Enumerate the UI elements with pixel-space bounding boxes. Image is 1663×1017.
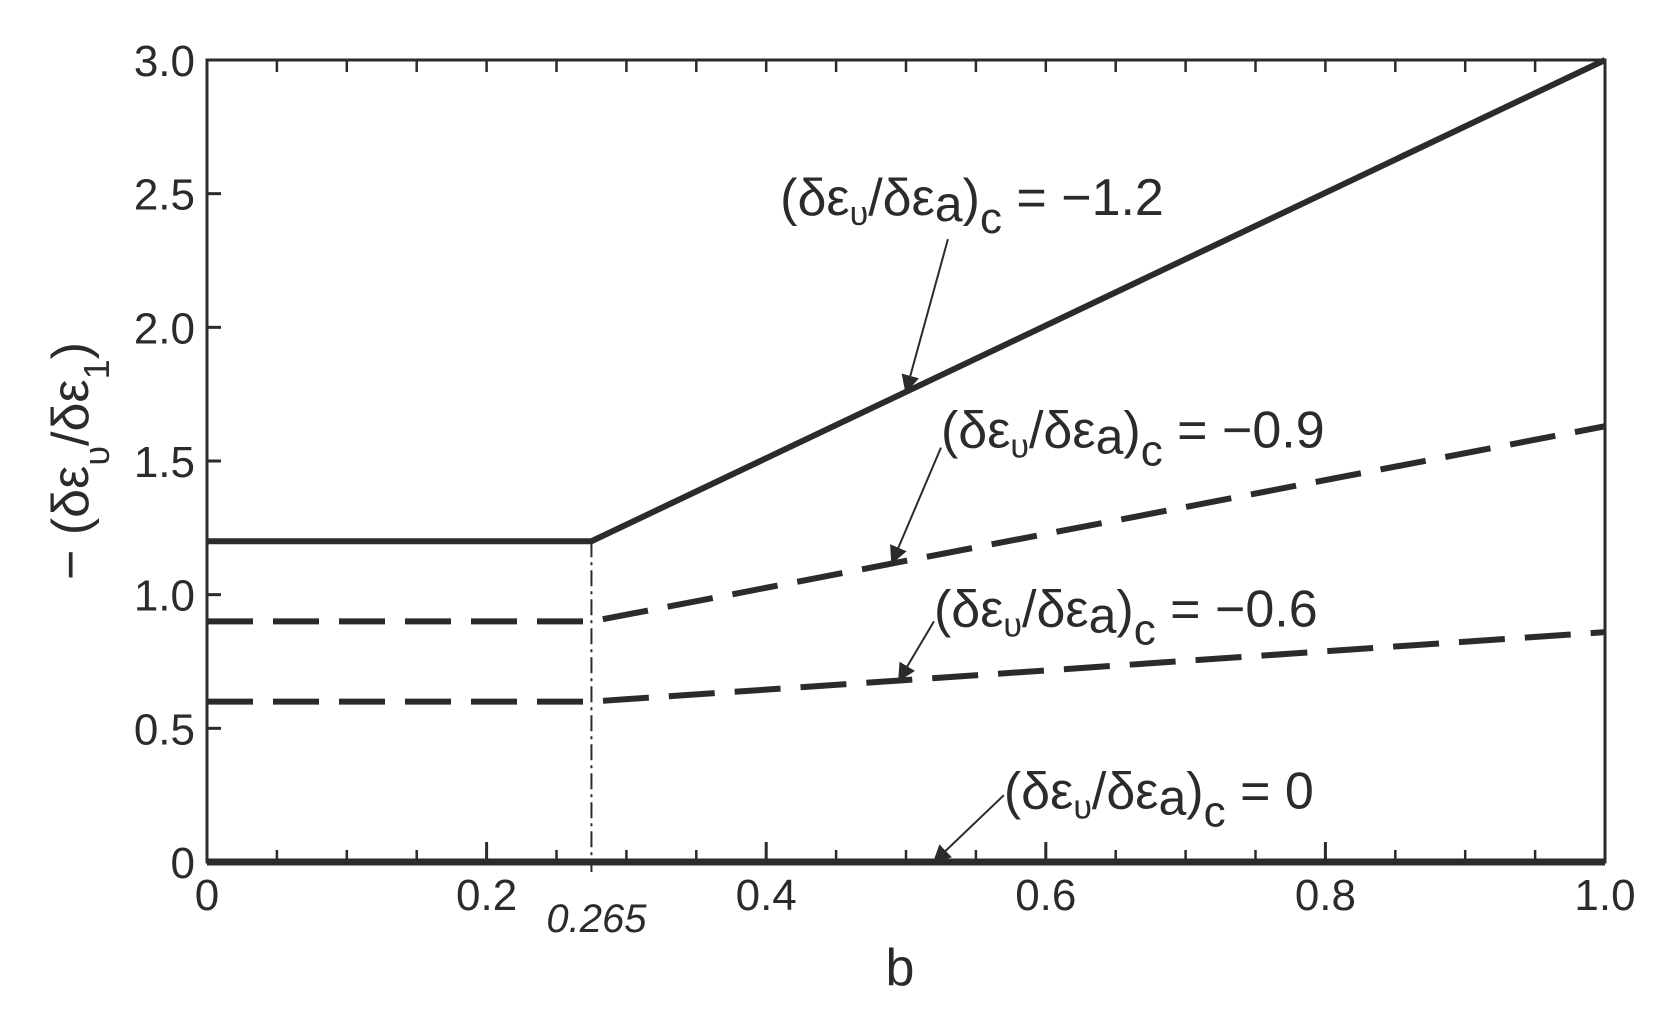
y-axis-label-sep: / bbox=[42, 431, 100, 446]
x-tick-label: 0.8 bbox=[1295, 871, 1356, 920]
y-axis-label-prefix: − ( bbox=[42, 517, 100, 580]
annotation-label-part: ) bbox=[963, 169, 980, 227]
annotation-label-part: ) bbox=[1116, 581, 1133, 639]
y-axis-label: − (δευ/δε1) bbox=[42, 342, 117, 580]
annotation-label-part: a bbox=[1096, 409, 1124, 465]
annotation-label: (δευ/δεa)c = 0 bbox=[1004, 763, 1314, 837]
y-tick-label: 3.0 bbox=[134, 37, 195, 86]
annotation-label-part: = −1.2 bbox=[1002, 169, 1164, 227]
annotation-label-part: υ bbox=[850, 195, 869, 233]
annotation-label-part: /δε bbox=[1092, 763, 1159, 821]
y-axis-ticks: 0 0.5 1.0 1.5 2.0 2.5 3.0 bbox=[134, 37, 221, 888]
annotation-label-part: ) bbox=[1186, 763, 1203, 821]
x-axis-label: b bbox=[886, 939, 915, 997]
x-tick-label: 1.0 bbox=[1574, 871, 1635, 920]
annotation-label: (δευ/δεa)c = −0.6 bbox=[934, 581, 1318, 655]
annotation-arrow bbox=[890, 447, 942, 565]
annotation-label: (δευ/δεa)c = −0.9 bbox=[941, 402, 1325, 476]
annotation-label-part: /δε bbox=[1029, 402, 1096, 460]
y-tick-label: 0.5 bbox=[134, 705, 195, 754]
annotation-arrow bbox=[932, 794, 1005, 864]
x-tick-label: 0.4 bbox=[736, 871, 797, 920]
annotation-label-part: /δε bbox=[868, 169, 935, 227]
annotation-label-part: = 0 bbox=[1226, 763, 1314, 821]
annotation-label-part: υ bbox=[1010, 428, 1029, 466]
annotation-label-part: (δε bbox=[934, 581, 1003, 639]
x-tick-label: 0 bbox=[195, 871, 219, 920]
annotation-layer: (δευ/δεa)c = −1.2(δευ/δεa)c = −0.9(δευ/δ… bbox=[780, 169, 1325, 864]
x-tick-label: 0.6 bbox=[1015, 871, 1076, 920]
annotation-label-part: a bbox=[1158, 770, 1186, 826]
annotation-label-part: a bbox=[1089, 588, 1117, 644]
annotation-label-part: υ bbox=[1003, 607, 1022, 645]
y-tick-label: 0 bbox=[171, 839, 195, 888]
y-tick-label: 1.0 bbox=[134, 572, 195, 621]
annotation-label: (δευ/δεa)c = −1.2 bbox=[780, 169, 1164, 243]
annotation-label-part: = −0.6 bbox=[1156, 581, 1318, 639]
annotation-label-part: (δε bbox=[941, 402, 1010, 460]
annotation-label-part: ) bbox=[1123, 402, 1140, 460]
annotation-label-part: (δε bbox=[1004, 763, 1073, 821]
annotation-label-part: a bbox=[935, 176, 963, 232]
y-tick-label: 2.5 bbox=[134, 171, 195, 220]
annotation-label-part: υ bbox=[1073, 789, 1092, 827]
y-axis-label-num: δε bbox=[42, 466, 100, 518]
y-axis-label-den-sub: 1 bbox=[76, 359, 117, 379]
annotation-arrow bbox=[901, 238, 949, 394]
y-axis-label-den: δε bbox=[42, 379, 100, 431]
annotation-label-part: c bbox=[980, 194, 1002, 243]
annotation-arrow bbox=[898, 620, 935, 682]
y-axis-label-num-sub: υ bbox=[76, 446, 117, 466]
series-line-c-0.6 bbox=[207, 629, 1606, 705]
y-tick-label: 1.5 bbox=[134, 438, 195, 487]
y-axis-label-suffix: ) bbox=[42, 342, 100, 359]
y-tick-label: 2.0 bbox=[134, 304, 195, 353]
annotation-label-part: (δε bbox=[780, 169, 849, 227]
annotation-label-part: = −0.9 bbox=[1163, 402, 1325, 460]
annotation-label-part: /δε bbox=[1022, 581, 1089, 639]
x-special-tick-label: 0.265 bbox=[546, 897, 647, 941]
series-line-c-0.9 bbox=[207, 423, 1606, 625]
x-tick-label: 0.2 bbox=[456, 871, 517, 920]
x-axis-ticks: 0 0.2 0.4 0.6 0.8 1.0 0.265 bbox=[195, 842, 1636, 941]
annotation-label-part: c bbox=[1204, 788, 1226, 837]
annotation-label-part: c bbox=[1141, 427, 1163, 476]
annotation-label-part: c bbox=[1134, 606, 1156, 655]
